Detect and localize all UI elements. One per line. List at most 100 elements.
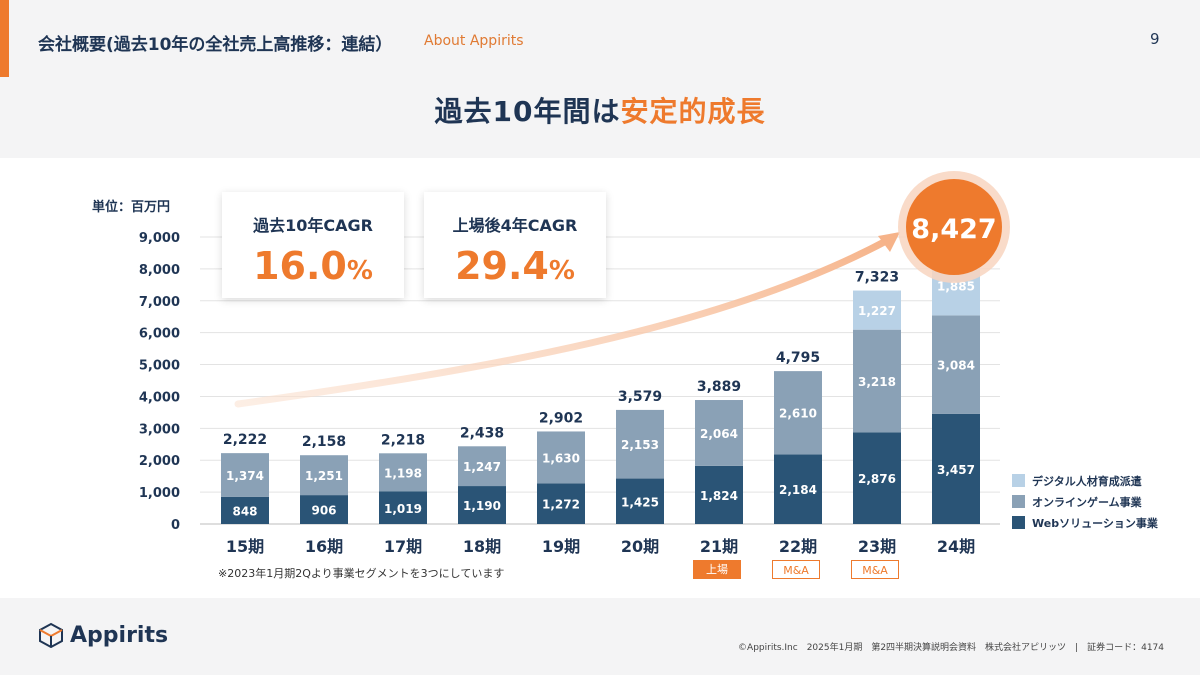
bar-segment-web xyxy=(300,495,348,524)
cube-logo-icon xyxy=(39,622,63,648)
header-accent-bar xyxy=(0,0,9,77)
bar-segment-web xyxy=(537,483,585,524)
x-category-label: 18期 xyxy=(463,537,501,556)
bar-total-label: 7,323 xyxy=(855,269,899,285)
kpi-card-10y: 過去10年CAGR 16.0% xyxy=(222,192,404,298)
growth-arrow-head xyxy=(878,232,900,252)
kpi-number-10y: 16.0 xyxy=(253,244,347,288)
bar-value-label: 1,019 xyxy=(384,502,422,516)
x-category-label: 20期 xyxy=(621,537,659,556)
bar-total-label: 4,795 xyxy=(776,350,820,366)
bar-total-label: 2,438 xyxy=(460,425,504,441)
bar-segment-game xyxy=(458,446,506,487)
page-number: 9 xyxy=(1150,30,1160,48)
y-tick-label: 7,000 xyxy=(139,295,180,310)
header-subtitle: About Appirits xyxy=(424,33,524,49)
bar-total-label: 2,218 xyxy=(381,432,425,448)
x-category-label: 19期 xyxy=(542,537,580,556)
y-tick-label: 8,000 xyxy=(139,263,180,278)
kpi-label-4y: 上場後4年CAGR xyxy=(452,216,578,235)
legend-swatch-web xyxy=(1012,516,1025,529)
bar-segment-web xyxy=(853,432,901,524)
bar-value-label: 3,218 xyxy=(858,375,896,389)
legend-label-game: オンラインゲーム事業 xyxy=(1032,495,1142,509)
y-tick-label: 9,000 xyxy=(139,231,180,246)
bar-segment-game xyxy=(695,400,743,466)
legend-swatch-digital xyxy=(1012,474,1025,487)
kpi-value-4y: 29.4% xyxy=(424,244,606,288)
bar-value-label: 2,184 xyxy=(779,483,817,497)
x-category-label: 24期 xyxy=(937,537,975,556)
headline-part1: 過去10年間は xyxy=(434,95,621,128)
y-tick-label: 1,000 xyxy=(139,486,180,501)
footer-text: ©Appirits.Inc 2025年1月期 第2四半期決算説明会資料 株式会社… xyxy=(738,643,1164,653)
bar-segment-web xyxy=(221,496,269,524)
x-category-label: 15期 xyxy=(226,537,264,556)
bar-segment-game xyxy=(616,409,664,479)
bar-value-label: 3,084 xyxy=(937,359,975,373)
bar-segment-game xyxy=(853,329,901,433)
x-category-label: 17期 xyxy=(384,537,422,556)
bar-segment-digital xyxy=(853,290,901,330)
bar-segment-web xyxy=(458,486,506,524)
bar-value-label: 2,610 xyxy=(779,407,817,421)
bar-segment-game xyxy=(300,455,348,496)
legend-label-web: Webソリューション事業 xyxy=(1032,516,1158,530)
y-tick-label: 6,000 xyxy=(139,327,180,342)
chart-legend: デジタル人材育成派遣 オンラインゲーム事業 Webソリューション事業 xyxy=(1012,470,1158,533)
bar-value-label: 1,227 xyxy=(858,304,896,318)
y-tick-label: 2,000 xyxy=(139,454,180,469)
x-category-label: 16期 xyxy=(305,537,343,556)
bar-value-label: 1,885 xyxy=(937,279,975,293)
segment-note: ※2023年1月期2Qより事業セグメントを3つにしています xyxy=(218,567,505,580)
kpi-suffix-10y: % xyxy=(346,256,373,286)
bar-total-label: 2,222 xyxy=(223,432,267,448)
unit-label: 単位：百万円 xyxy=(92,200,171,215)
bar-value-label: 848 xyxy=(232,504,257,518)
bar-segment-game xyxy=(537,431,585,484)
legend-label-digital: デジタル人材育成派遣 xyxy=(1032,474,1142,488)
bar-segment-web xyxy=(616,478,664,524)
bar-segment-game xyxy=(774,371,822,455)
bar-total-label: 2,902 xyxy=(539,410,583,426)
bar-value-label: 1,630 xyxy=(542,451,580,465)
bar-total-label: 3,579 xyxy=(618,389,662,405)
bar-value-label: 1,374 xyxy=(226,469,264,483)
bar-value-label: 2,876 xyxy=(858,472,896,486)
bar-segment-game xyxy=(379,453,427,492)
legend-item-digital: デジタル人材育成派遣 xyxy=(1012,470,1158,491)
logo-text: Appirits xyxy=(70,622,169,648)
bar-value-label: 1,251 xyxy=(305,469,343,483)
kpi-label-10y: 過去10年CAGR xyxy=(253,216,373,235)
y-tick-label: 3,000 xyxy=(139,422,180,437)
bar-value-label: 2,064 xyxy=(700,427,738,441)
bar-value-label: 3,457 xyxy=(937,463,975,477)
kpi-value-10y: 16.0% xyxy=(222,244,404,288)
bar-value-label: 1,824 xyxy=(700,489,738,503)
bar-value-label: 2,153 xyxy=(621,438,659,452)
bar-segment-web xyxy=(379,491,427,524)
kpi-card-4y: 上場後4年CAGR 29.4% xyxy=(424,192,606,298)
bar-segment-web xyxy=(695,465,743,524)
y-tick-label: 4,000 xyxy=(139,390,180,405)
growth-arrow xyxy=(234,236,892,408)
y-tick-label: 0 xyxy=(171,518,180,533)
header-title: 会社概要(過去10年の全社売上高推移：連結） xyxy=(38,35,393,55)
kpi-number-4y: 29.4 xyxy=(455,244,549,288)
company-logo: Appirits xyxy=(38,622,168,648)
bar-segment-game xyxy=(221,453,269,497)
legend-item-web: Webソリューション事業 xyxy=(1012,512,1158,533)
tag-listing: 上場 xyxy=(693,560,741,579)
bar-value-label: 1,190 xyxy=(463,499,501,513)
tag-ma-23: M&A xyxy=(851,560,899,579)
x-category-label: 22期 xyxy=(779,537,817,556)
bar-value-label: 1,272 xyxy=(542,498,580,512)
bar-value-label: 1,425 xyxy=(621,495,659,509)
tag-ma-22: M&A xyxy=(772,560,820,579)
bar-total-label: 2,158 xyxy=(302,434,346,450)
bar-value-label: 906 xyxy=(311,504,336,518)
x-category-label: 21期 xyxy=(700,537,738,556)
kpi-suffix-4y: % xyxy=(548,256,575,286)
headline-part2: 安定的成長 xyxy=(620,95,766,128)
